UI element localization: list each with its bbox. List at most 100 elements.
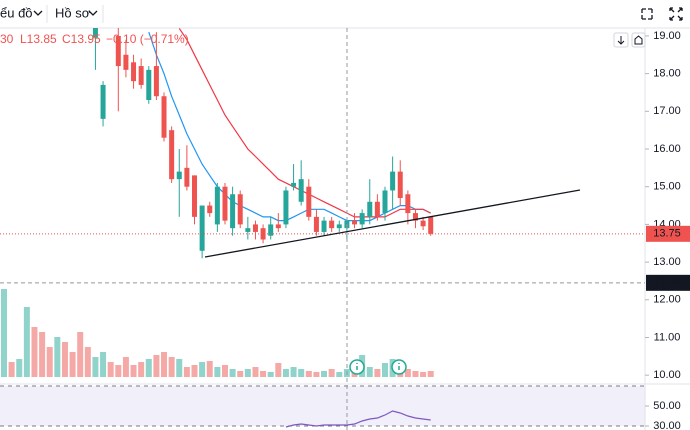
candle-body bbox=[428, 216, 434, 234]
volume-bar bbox=[206, 361, 213, 377]
scroll-button[interactable] bbox=[613, 32, 629, 48]
volume-bar bbox=[61, 342, 68, 377]
candle-body bbox=[100, 84, 106, 119]
fullscreen-icon[interactable] bbox=[669, 7, 683, 21]
volume-bar bbox=[161, 352, 168, 377]
volume-bar bbox=[267, 372, 274, 377]
candle-body bbox=[390, 171, 396, 191]
volume-bar bbox=[54, 337, 61, 377]
candle-body bbox=[123, 54, 129, 70]
volume-bar bbox=[298, 369, 305, 377]
candle-body bbox=[169, 130, 175, 180]
volume-bar bbox=[382, 363, 388, 377]
volume-bar bbox=[107, 362, 114, 377]
volume-bar bbox=[366, 367, 373, 377]
volume-bar bbox=[122, 357, 129, 377]
toolbar bbox=[0, 0, 690, 28]
volume-bar bbox=[69, 352, 76, 377]
candle-body bbox=[268, 224, 274, 236]
volume-bar bbox=[84, 347, 91, 377]
volume-bar bbox=[16, 359, 23, 377]
volume-bar bbox=[244, 369, 251, 377]
chart-menu[interactable]: ểu đồ bbox=[0, 5, 33, 20]
legend-change: −0.10 (−0.71%) bbox=[106, 32, 189, 46]
legend-close: C13.95 bbox=[62, 32, 101, 46]
price-axis: 10.0011.0012.0013.0014.0015.0016.0017.00… bbox=[645, 30, 690, 430]
candle-body bbox=[161, 96, 167, 138]
legend-open: 30 bbox=[0, 32, 14, 46]
candle-body bbox=[146, 69, 152, 101]
volume-bar bbox=[328, 369, 335, 377]
y-tick-label: 11.00 bbox=[654, 331, 681, 343]
settings-icon[interactable] bbox=[641, 8, 653, 20]
rsi-pane bbox=[0, 385, 645, 428]
y-tick-label: 13.00 bbox=[653, 256, 681, 268]
volume-bar bbox=[138, 362, 145, 377]
y-tick-label: 19.00 bbox=[653, 30, 681, 42]
volume-bar bbox=[23, 307, 30, 377]
candle-body bbox=[275, 224, 281, 229]
volume-bar bbox=[282, 369, 289, 377]
volume-bar bbox=[39, 332, 46, 377]
volume-bar bbox=[237, 371, 244, 377]
price-pane bbox=[0, 28, 645, 377]
candle-body bbox=[245, 228, 251, 232]
candle-body bbox=[283, 190, 289, 225]
y-tick-label: 17.00 bbox=[653, 105, 681, 117]
candle-body bbox=[306, 186, 312, 217]
y-tick-label: 13.75 bbox=[653, 228, 681, 240]
settings-button[interactable] bbox=[631, 32, 646, 48]
candle-body bbox=[420, 220, 426, 227]
candle-body bbox=[298, 179, 304, 202]
candle-body bbox=[412, 213, 418, 221]
candle-body bbox=[321, 220, 327, 232]
y-tick-label: 10.00 bbox=[653, 369, 681, 381]
event-marker[interactable] bbox=[391, 359, 407, 375]
candle-body bbox=[199, 205, 205, 251]
candle-body bbox=[92, 28, 98, 38]
volume-bar bbox=[404, 369, 411, 377]
candle-body bbox=[359, 213, 365, 225]
y-tick-label: 12.45 bbox=[653, 277, 681, 289]
legend-low: L13.85 bbox=[20, 32, 57, 46]
volume-bar bbox=[1, 289, 7, 377]
candle-body bbox=[260, 228, 266, 240]
candle-body bbox=[153, 66, 159, 97]
candle-body bbox=[374, 201, 380, 217]
volume-bar bbox=[183, 367, 190, 377]
volume-bar bbox=[130, 365, 137, 377]
price-label-box bbox=[646, 225, 690, 242]
candle-body bbox=[115, 35, 121, 67]
volume-bar bbox=[252, 367, 259, 377]
volume-bar bbox=[427, 371, 434, 377]
y-tick-label: 30.00 bbox=[653, 420, 681, 430]
candle-body bbox=[336, 224, 342, 229]
volume-bar bbox=[31, 327, 38, 377]
profile-menu[interactable]: Hồ sơ bbox=[55, 5, 91, 20]
volume-bar bbox=[336, 372, 343, 377]
volume-bar bbox=[115, 365, 122, 377]
rsi-line bbox=[285, 410, 431, 428]
volume-bar bbox=[92, 357, 99, 377]
volume-bar bbox=[153, 355, 160, 377]
candle-body bbox=[237, 194, 243, 225]
candle-body bbox=[367, 201, 373, 217]
volume-bar bbox=[420, 372, 427, 377]
chevron[interactable] bbox=[33, 10, 43, 16]
volume-bar bbox=[176, 359, 183, 377]
volume-bar bbox=[412, 371, 419, 377]
candle-body bbox=[176, 171, 182, 180]
volume-bar bbox=[214, 367, 221, 377]
price-label-box bbox=[646, 274, 690, 291]
rsi-background bbox=[0, 386, 645, 426]
event-marker[interactable] bbox=[349, 359, 365, 375]
candle-body bbox=[214, 186, 220, 225]
moving-average bbox=[178, 28, 431, 218]
volume-bar bbox=[191, 365, 198, 377]
y-tick-label: 18.00 bbox=[653, 68, 681, 80]
candle-body bbox=[313, 216, 319, 232]
y-tick-label: 50.00 bbox=[653, 400, 681, 412]
chevron[interactable] bbox=[88, 10, 98, 16]
